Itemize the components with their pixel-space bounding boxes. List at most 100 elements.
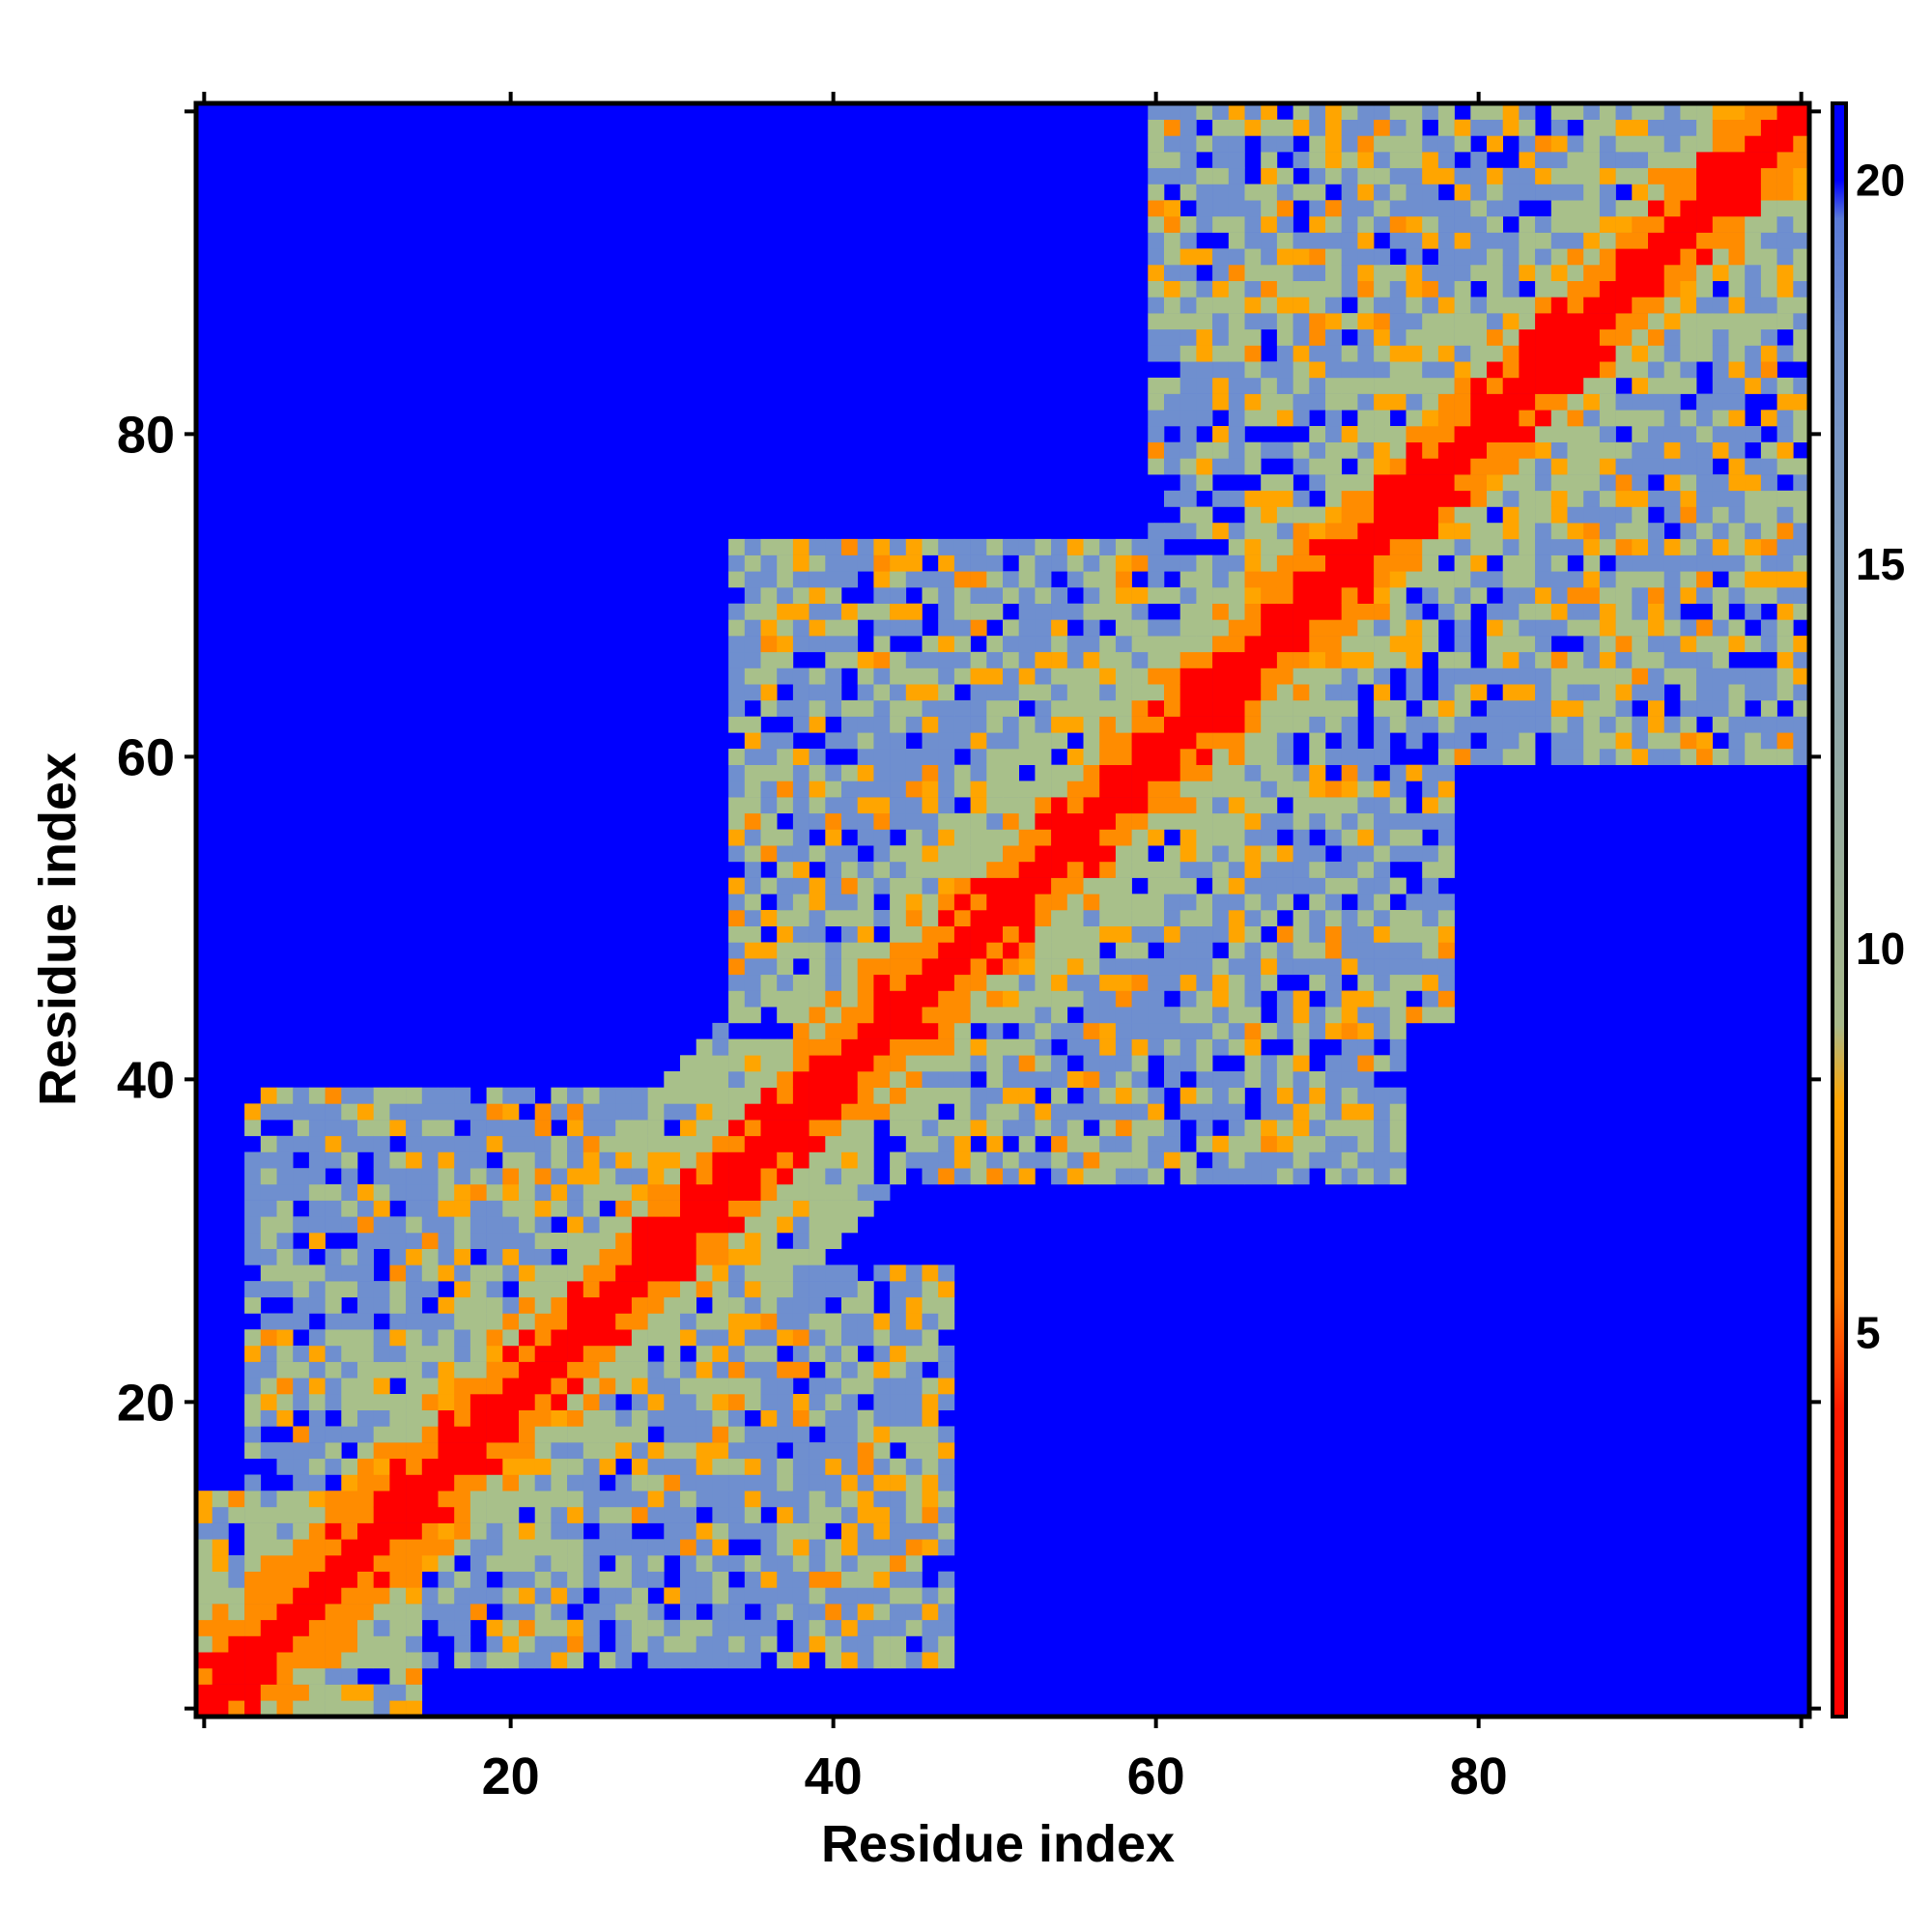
y-tick-label: 60 — [117, 728, 175, 786]
heatmap-cell — [792, 1409, 810, 1427]
heatmap-cell — [1550, 523, 1568, 540]
heatmap-cell — [873, 749, 891, 765]
heatmap-cells — [196, 103, 1810, 1718]
heatmap-cell — [454, 1619, 471, 1636]
heatmap-cell — [357, 1248, 374, 1265]
heatmap-cell — [1083, 1087, 1100, 1104]
heatmap-cell — [1470, 684, 1488, 701]
heatmap-cell — [567, 1474, 584, 1492]
heatmap-cell — [228, 1667, 245, 1685]
heatmap-cell — [792, 1233, 810, 1249]
heatmap-cell — [680, 1619, 696, 1636]
heatmap-cell — [777, 1071, 794, 1088]
heatmap-cell — [406, 1233, 423, 1249]
heatmap-cell — [1309, 554, 1326, 572]
heatmap-cell — [809, 1103, 826, 1121]
heatmap-cell — [1357, 441, 1375, 459]
heatmap-cell — [1196, 377, 1213, 394]
heatmap-cell — [631, 1183, 648, 1201]
heatmap-cell — [1599, 458, 1616, 475]
heatmap-cell — [1422, 328, 1439, 346]
heatmap-cell — [1519, 651, 1536, 668]
heatmap-cell — [1454, 651, 1471, 668]
heatmap-cell — [1567, 587, 1584, 604]
heatmap-cell — [922, 1345, 939, 1362]
heatmap-cell — [1212, 603, 1230, 620]
heatmap-cell — [1437, 716, 1455, 733]
heatmap-cell — [1776, 571, 1794, 588]
heatmap-cell — [922, 764, 939, 781]
heatmap-cell — [1406, 297, 1423, 314]
heatmap-cell — [647, 1103, 665, 1121]
heatmap-cell — [890, 1038, 907, 1056]
heatmap-cell — [680, 1248, 696, 1265]
heatmap-cell — [841, 1087, 858, 1104]
heatmap-cell — [1164, 974, 1180, 991]
heatmap-cell — [777, 845, 794, 863]
heatmap-cell — [1341, 1038, 1358, 1056]
heatmap-cell — [922, 1587, 939, 1605]
heatmap-cell — [938, 1604, 955, 1621]
heatmap-cell — [1389, 361, 1406, 379]
heatmap-cell — [760, 829, 778, 846]
heatmap-cell — [1663, 651, 1681, 668]
heatmap-cell — [1115, 749, 1132, 765]
heatmap-cell — [1487, 474, 1503, 492]
heatmap-cell — [1212, 764, 1230, 781]
heatmap-cell — [1357, 958, 1375, 976]
heatmap-cell — [841, 942, 858, 959]
heatmap-cell — [1470, 215, 1488, 233]
heatmap-cell — [357, 1296, 374, 1314]
heatmap-cell — [519, 1458, 535, 1475]
heatmap-cell — [551, 1474, 568, 1492]
heatmap-cell — [244, 1555, 262, 1572]
heatmap-cell — [1487, 426, 1503, 442]
heatmap-cell — [712, 1022, 729, 1039]
heatmap-cell — [647, 1264, 665, 1282]
heatmap-cell — [857, 1361, 874, 1378]
heatmap-cell — [1663, 377, 1681, 394]
heatmap-cell — [1776, 603, 1794, 620]
heatmap-cell — [760, 1183, 778, 1201]
heatmap-cell — [1583, 361, 1601, 379]
heatmap-cell — [809, 1491, 826, 1508]
heatmap-cell — [922, 538, 939, 555]
heatmap-cell — [1567, 184, 1584, 201]
heatmap-cell — [582, 1183, 600, 1201]
heatmap-cell — [1261, 393, 1278, 411]
heatmap-cell — [1437, 990, 1455, 1008]
heatmap-cell — [438, 1296, 455, 1314]
heatmap-cell — [1179, 781, 1197, 798]
heatmap-cell — [857, 797, 874, 814]
heatmap-cell — [1018, 1007, 1036, 1024]
heatmap-cell — [389, 1539, 407, 1556]
heatmap-cell — [1470, 393, 1488, 411]
heatmap-cell — [502, 1571, 520, 1588]
heatmap-cell — [1276, 184, 1293, 201]
heatmap-cell — [1793, 458, 1810, 475]
heatmap-cell — [1179, 119, 1197, 136]
heatmap-cell — [647, 1168, 665, 1185]
heatmap-cell — [712, 1571, 729, 1588]
heatmap-cell — [1148, 119, 1165, 136]
heatmap-cell — [922, 749, 939, 765]
heatmap-cell — [1035, 1038, 1052, 1056]
heatmap-cell — [1035, 958, 1052, 976]
heatmap-cell — [841, 1442, 858, 1460]
heatmap-cell — [1179, 619, 1197, 637]
heatmap-cell — [1309, 861, 1326, 878]
heatmap-cell — [1776, 426, 1794, 442]
heatmap-cell — [1276, 490, 1293, 507]
heatmap-cell — [890, 1313, 907, 1330]
heatmap-cell — [615, 1652, 633, 1669]
heatmap-cell — [1276, 619, 1293, 637]
heatmap-cell — [1760, 668, 1777, 685]
heatmap-cell — [1035, 684, 1052, 701]
heatmap-cell — [1712, 328, 1729, 346]
heatmap-cell — [1550, 215, 1568, 233]
heatmap-cell — [970, 1087, 987, 1104]
heatmap-cell — [986, 764, 1004, 781]
heatmap-cell — [986, 571, 1004, 588]
heatmap-cell — [905, 1313, 923, 1330]
heatmap-cell — [680, 1409, 696, 1427]
